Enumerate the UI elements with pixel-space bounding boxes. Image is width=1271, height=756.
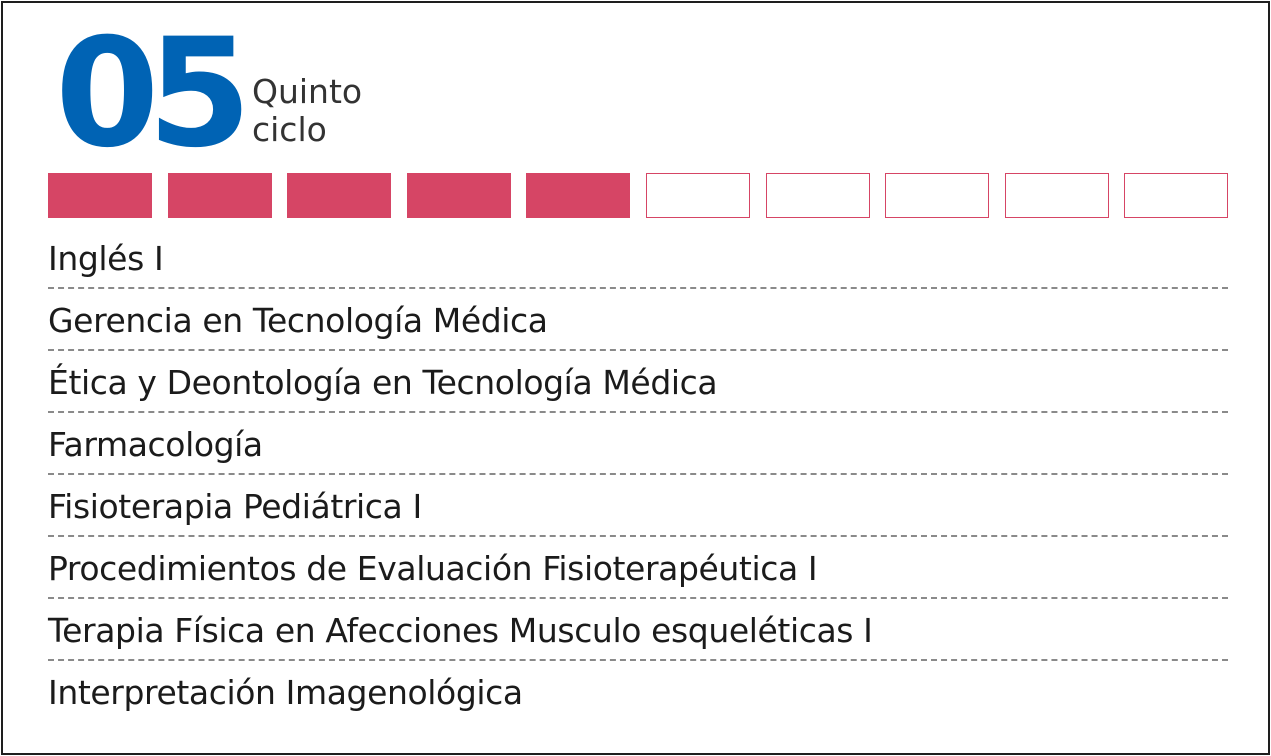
progress-segment-empty [646, 173, 750, 218]
course-item: Procedimientos de Evaluación Fisioterapé… [48, 537, 1228, 599]
course-item: Inglés I [48, 227, 1228, 289]
progress-segment-empty [765, 173, 870, 218]
progress-segment-filled [526, 173, 631, 218]
course-item: Gerencia en Tecnología Médica [48, 289, 1228, 351]
course-item: Ética y Deontología en Tecnología Médica [48, 351, 1228, 413]
progress-segment-filled [167, 173, 272, 218]
cycle-label-line-1: Quinto [252, 72, 363, 111]
progress-segment-filled [287, 173, 392, 218]
cycle-label-line-2: ciclo [252, 110, 327, 149]
progress-segment-filled [406, 173, 511, 218]
cycle-progress-bar [48, 173, 1229, 218]
course-item: Farmacología [48, 413, 1228, 475]
progress-segment-filled [48, 173, 152, 218]
cycle-label: Quinto ciclo [252, 73, 362, 149]
cycle-number: 05 [55, 7, 252, 181]
course-item: Fisioterapia Pediátrica I [48, 475, 1228, 537]
course-list: Inglés I Gerencia en Tecnología Médica Éti… [48, 227, 1228, 723]
course-item: Interpretación Imagenológica [48, 673, 523, 712]
progress-segment-empty [1004, 173, 1109, 218]
progress-segment-empty [1124, 173, 1229, 218]
course-item: Terapia Física en Afecciones Musculo esq… [48, 599, 1228, 661]
progress-segment-empty [885, 173, 990, 218]
